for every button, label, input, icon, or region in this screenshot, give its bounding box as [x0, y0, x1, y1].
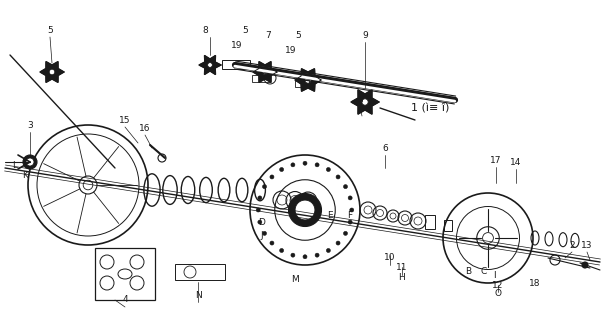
Bar	[95, 248, 155, 300]
Circle shape	[279, 249, 284, 252]
Text: 10: 10	[384, 253, 396, 262]
Text: 18: 18	[529, 279, 540, 289]
Text: I: I	[493, 271, 495, 281]
Text: 7: 7	[265, 30, 271, 39]
Circle shape	[350, 208, 354, 212]
Circle shape	[291, 253, 295, 257]
Circle shape	[279, 167, 284, 172]
Circle shape	[207, 63, 212, 68]
Bar	[425, 215, 435, 229]
Circle shape	[270, 241, 274, 245]
Circle shape	[336, 241, 340, 245]
Text: 19: 19	[231, 41, 243, 50]
Circle shape	[303, 255, 307, 259]
Circle shape	[23, 155, 37, 169]
Text: 5: 5	[47, 26, 53, 35]
Circle shape	[348, 196, 352, 200]
Polygon shape	[199, 55, 221, 75]
Circle shape	[336, 175, 340, 179]
Text: 5: 5	[357, 95, 363, 105]
Bar	[222, 60, 250, 69]
Circle shape	[348, 220, 352, 224]
Bar	[252, 75, 270, 82]
Text: 12: 12	[492, 281, 504, 290]
Text: 17: 17	[490, 156, 502, 164]
Circle shape	[303, 161, 307, 165]
Text: 13: 13	[581, 241, 593, 250]
Circle shape	[582, 262, 588, 268]
Text: 16: 16	[139, 124, 151, 132]
Circle shape	[326, 167, 331, 172]
Circle shape	[343, 231, 348, 236]
Text: 14: 14	[511, 157, 522, 166]
Text: F: F	[348, 211, 353, 220]
Circle shape	[295, 200, 315, 220]
Text: 1 (ì≡ î): 1 (ì≡ î)	[411, 103, 449, 113]
Circle shape	[262, 231, 267, 236]
Circle shape	[326, 249, 331, 252]
Text: N: N	[195, 291, 201, 300]
Text: 2: 2	[569, 241, 575, 250]
Circle shape	[305, 77, 311, 83]
Circle shape	[270, 175, 274, 179]
Text: 3: 3	[27, 121, 33, 130]
Text: B: B	[465, 268, 471, 276]
Text: 19: 19	[285, 45, 296, 54]
Circle shape	[289, 194, 321, 227]
Text: 8: 8	[202, 26, 208, 35]
Bar	[175, 264, 225, 280]
Circle shape	[26, 158, 34, 166]
Circle shape	[291, 163, 295, 167]
Polygon shape	[253, 62, 277, 82]
Circle shape	[315, 163, 319, 167]
Text: O: O	[495, 289, 501, 298]
Text: L: L	[12, 161, 18, 170]
Text: 6: 6	[382, 143, 388, 153]
Text: C: C	[481, 268, 487, 276]
Circle shape	[343, 185, 348, 188]
Text: K: K	[22, 171, 28, 180]
Text: 4: 4	[122, 295, 128, 305]
Circle shape	[258, 220, 262, 224]
Circle shape	[256, 208, 260, 212]
Text: J: J	[260, 230, 264, 239]
Polygon shape	[40, 62, 64, 82]
Circle shape	[49, 69, 55, 75]
Circle shape	[258, 196, 262, 200]
Text: 9: 9	[362, 30, 368, 39]
Circle shape	[262, 185, 267, 188]
Polygon shape	[295, 69, 321, 91]
Bar	[295, 80, 309, 87]
Text: M: M	[291, 276, 299, 284]
Circle shape	[315, 253, 319, 257]
Text: 11: 11	[396, 263, 407, 273]
Text: H: H	[398, 274, 406, 283]
Text: E: E	[327, 211, 333, 220]
Bar	[444, 220, 452, 231]
Text: 5: 5	[242, 26, 248, 35]
Text: 15: 15	[119, 116, 131, 124]
Text: D: D	[259, 218, 265, 227]
Circle shape	[262, 69, 268, 75]
Circle shape	[362, 99, 368, 105]
Polygon shape	[351, 90, 379, 114]
Text: 5: 5	[295, 30, 301, 39]
